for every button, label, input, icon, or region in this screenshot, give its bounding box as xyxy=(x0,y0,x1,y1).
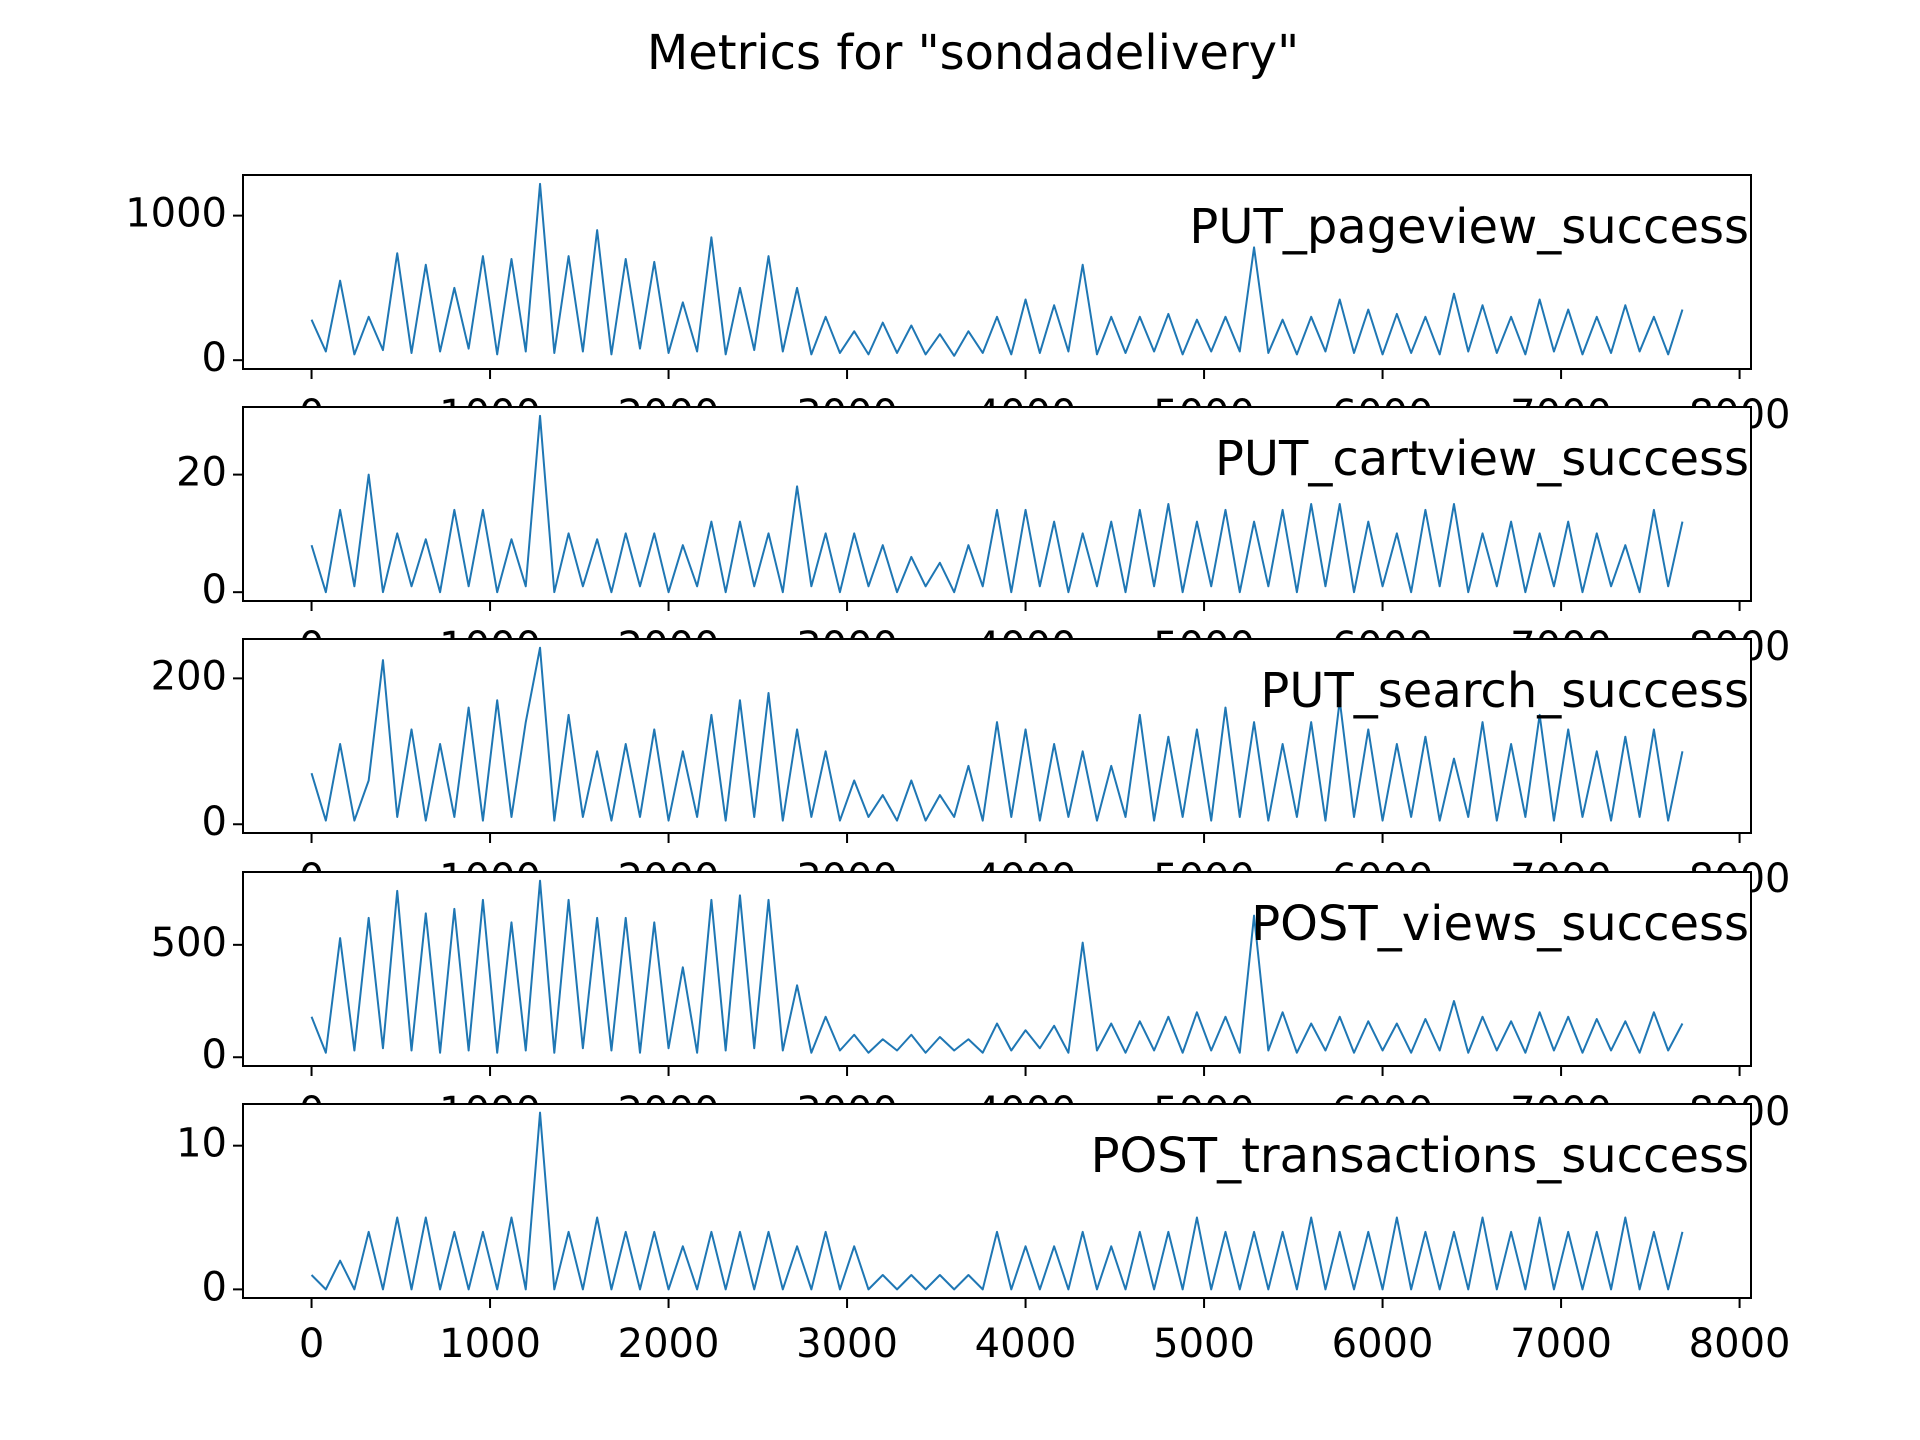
x-tick-label: 3000 xyxy=(796,1321,898,1367)
x-tick-label: 4000 xyxy=(975,1321,1077,1367)
y-tick-label: 0 xyxy=(202,335,227,381)
series-label: POST_transactions_success xyxy=(1091,1128,1749,1184)
axes-frame xyxy=(242,638,1752,834)
data-line xyxy=(310,1111,1684,1291)
x-tick-label: 1000 xyxy=(439,1321,541,1367)
y-tick-label: 0 xyxy=(202,799,227,845)
axes-frame xyxy=(242,871,1752,1067)
data-line xyxy=(310,646,1684,822)
plot-area xyxy=(310,182,1684,357)
data-line xyxy=(310,182,1684,357)
y-tick-label: 200 xyxy=(151,653,227,699)
y-tick-label: 0 xyxy=(202,1264,227,1310)
plot-area xyxy=(310,879,1684,1054)
plot-area xyxy=(310,1111,1684,1291)
series-label: PUT_pageview_success xyxy=(1189,199,1749,255)
x-tick-label: 8000 xyxy=(1689,1321,1791,1367)
data-line xyxy=(310,879,1684,1054)
y-tick-label: 20 xyxy=(176,450,227,496)
axes-background xyxy=(243,1104,1751,1298)
plot-area xyxy=(310,414,1684,594)
series-label: PUT_search_success xyxy=(1260,663,1749,719)
plot-area xyxy=(310,646,1684,822)
y-tick-label: 10 xyxy=(176,1121,227,1167)
data-line xyxy=(310,414,1684,594)
x-tick-label: 5000 xyxy=(1153,1321,1255,1367)
x-tick-label: 0 xyxy=(299,1321,324,1367)
x-tick-label: 7000 xyxy=(1510,1321,1612,1367)
series-label: PUT_cartview_success xyxy=(1215,431,1749,487)
y-tick-label: 500 xyxy=(151,920,227,966)
axes-frame xyxy=(242,174,1752,370)
axes-frame xyxy=(242,406,1752,602)
figure-title: Metrics for "sondadelivery" xyxy=(647,25,1299,81)
axes-background xyxy=(243,407,1751,601)
axes-frame xyxy=(242,1103,1752,1299)
y-tick-label: 1000 xyxy=(125,191,227,237)
series-label: POST_views_success xyxy=(1251,896,1749,952)
x-tick-label: 2000 xyxy=(618,1321,720,1367)
y-tick-label: 0 xyxy=(202,1032,227,1078)
x-tick-label: 6000 xyxy=(1332,1321,1434,1367)
y-tick-label: 0 xyxy=(202,567,227,613)
subplot: POST_transactions_success 0 10 0 1000 2000 300… xyxy=(176,1103,1791,1367)
axes-background xyxy=(243,872,1751,1066)
